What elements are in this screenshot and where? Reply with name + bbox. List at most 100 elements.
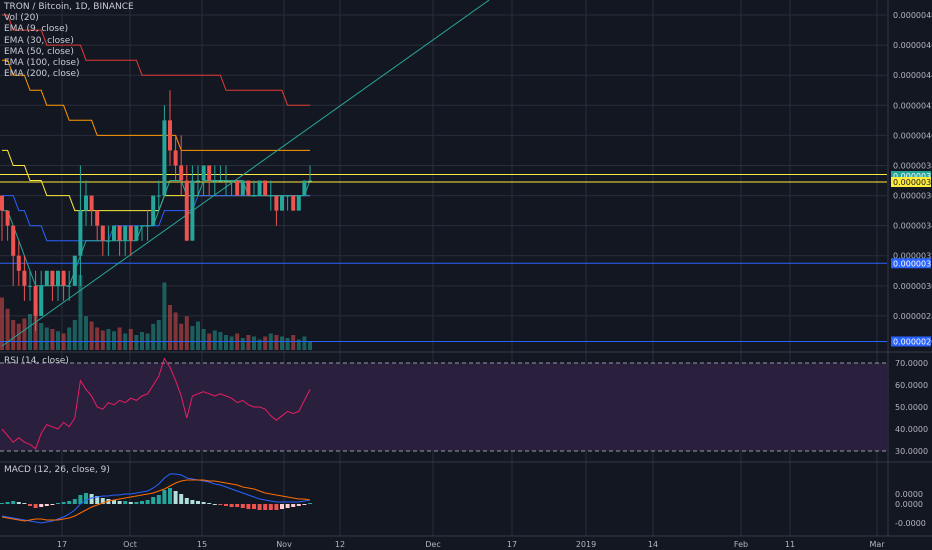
time-tick-0: 17 (57, 540, 67, 549)
macd-histogram-bar-40 (224, 504, 228, 506)
volume-bar-54 (302, 336, 307, 350)
candle-body-26 (145, 225, 150, 227)
candle-body-14 (78, 210, 83, 256)
macd-histogram-bar-30 (168, 488, 172, 504)
price-tick-4: 0.00000400 (893, 131, 932, 140)
volume-bar-53 (296, 339, 301, 350)
macd-line (1, 473, 311, 524)
volume-bar-43 (240, 338, 245, 350)
trendline-group[interactable] (1, 0, 490, 347)
candle-body-2 (11, 225, 16, 256)
rsi-tick-0: 70.0000 (895, 359, 928, 368)
ema9-line (2, 180, 311, 287)
macd-histogram-bar-24 (134, 502, 139, 504)
rsi-label[interactable]: RSI (14, close) (4, 356, 69, 366)
volume-bar-2 (11, 320, 16, 350)
candle-body-25 (140, 225, 144, 227)
volume-bar-18 (100, 330, 105, 350)
candle-body-12 (67, 285, 72, 287)
candle-body-11 (61, 270, 66, 286)
time-tick-1: Oct (123, 540, 137, 549)
volume-bars (0, 275, 312, 350)
macd-histogram-bar-55 (308, 503, 312, 504)
candle-body-18 (100, 225, 105, 241)
price-tag-1 (891, 177, 931, 188)
volume-bar-24 (134, 335, 139, 350)
macd-histogram-bar-1 (5, 502, 10, 504)
macd-histogram-bar-20 (112, 500, 116, 504)
ema-lines (2, 14, 311, 287)
candle-body-28 (156, 195, 161, 197)
legend-ema30[interactable]: EMA (30, close) (4, 35, 74, 46)
volume-bar-15 (84, 316, 88, 350)
macd-histogram-bar-52 (291, 504, 296, 507)
time-tick-2: 15 (197, 540, 207, 549)
price-tick-7: 0.00000340 (893, 222, 932, 231)
macd-histogram-bar-47 (263, 504, 268, 510)
macd-histogram-bar-7 (39, 504, 44, 507)
macd-histogram-bar-11 (61, 502, 66, 504)
time-tick-6: 17 (507, 540, 517, 549)
candle-body-30 (168, 120, 172, 151)
candle-body-6 (33, 285, 38, 316)
macd-histogram-bar-6 (33, 504, 38, 508)
volume-bar-49 (274, 335, 279, 350)
volume-bar-34 (190, 326, 195, 350)
macd-histogram-bar-2 (11, 501, 16, 504)
legend-volume[interactable]: Vol (20) (4, 13, 39, 24)
macd-label[interactable]: MACD (12, 26, close, 9) (4, 465, 110, 475)
price-tick-9: 0.00000300 (893, 282, 932, 291)
macd-histogram-bar-42 (235, 504, 240, 507)
macd-histogram-bar-21 (117, 501, 122, 504)
volume-bar-40 (224, 335, 228, 350)
candle-body-8 (44, 270, 49, 286)
rsi-tick-3: 40.0000 (895, 425, 928, 434)
macd-histogram-bar-31 (173, 491, 178, 504)
price-tag-2 (891, 258, 931, 269)
macd-histogram-bar-44 (246, 504, 251, 509)
time-tick-7: 2019 (576, 540, 596, 549)
rsi-overbought-oversold-band (0, 363, 887, 451)
volume-bar-1 (5, 308, 10, 350)
ema50-line (2, 149, 310, 212)
legend-ema9[interactable]: EMA (9, close) (4, 24, 69, 35)
volume-bar-9 (50, 329, 55, 350)
candle-body-15 (84, 195, 88, 211)
macd-histogram-bar-39 (218, 504, 223, 505)
rsi-tick-1: 60.0000 (895, 381, 928, 390)
macd-histogram-bar-34 (190, 500, 195, 504)
macd-histogram-bar-13 (72, 499, 77, 504)
candle-body-49 (274, 195, 279, 211)
volume-bar-46 (257, 339, 262, 350)
volume-bar-38 (212, 330, 217, 350)
legend-ema100[interactable]: EMA (100, close) (4, 58, 80, 69)
macd-histogram-bar-28 (156, 495, 161, 504)
symbol-title[interactable]: TRON / Bitcoin, 1D, BINANCE (4, 2, 134, 12)
volume-bar-16 (89, 321, 94, 350)
macd-histogram-bar-0 (0, 503, 4, 504)
volume-bar-7 (39, 323, 44, 350)
candle-body-23 (128, 225, 133, 241)
legend-ema50[interactable]: EMA (50, close) (4, 46, 74, 57)
legend-ema200[interactable]: EMA (200, close) (4, 69, 80, 80)
macd-tick-2: -0.0000 (895, 519, 926, 528)
macd-histogram-bar-35 (196, 501, 200, 504)
candle-body-38 (212, 180, 217, 182)
macd-histogram-bar-22 (123, 501, 128, 504)
price-tick-5: 0.00000380 (893, 161, 932, 170)
volume-bar-19 (106, 329, 111, 350)
price-tag-3 (891, 336, 931, 347)
volume-bar-10 (56, 331, 60, 350)
trendline (1, 0, 490, 347)
volume-bar-27 (151, 323, 156, 350)
macd-histogram-bar-8 (44, 504, 49, 506)
candle-body-36 (201, 165, 206, 181)
horizontal-levels[interactable] (0, 174, 887, 342)
macd-histogram-bar-36 (201, 502, 206, 504)
macd-histogram-bar-54 (302, 504, 307, 505)
volume-bar-17 (95, 327, 100, 350)
candle-body-27 (151, 195, 156, 226)
volume-bar-21 (117, 327, 122, 350)
ema200-line (2, 14, 310, 106)
